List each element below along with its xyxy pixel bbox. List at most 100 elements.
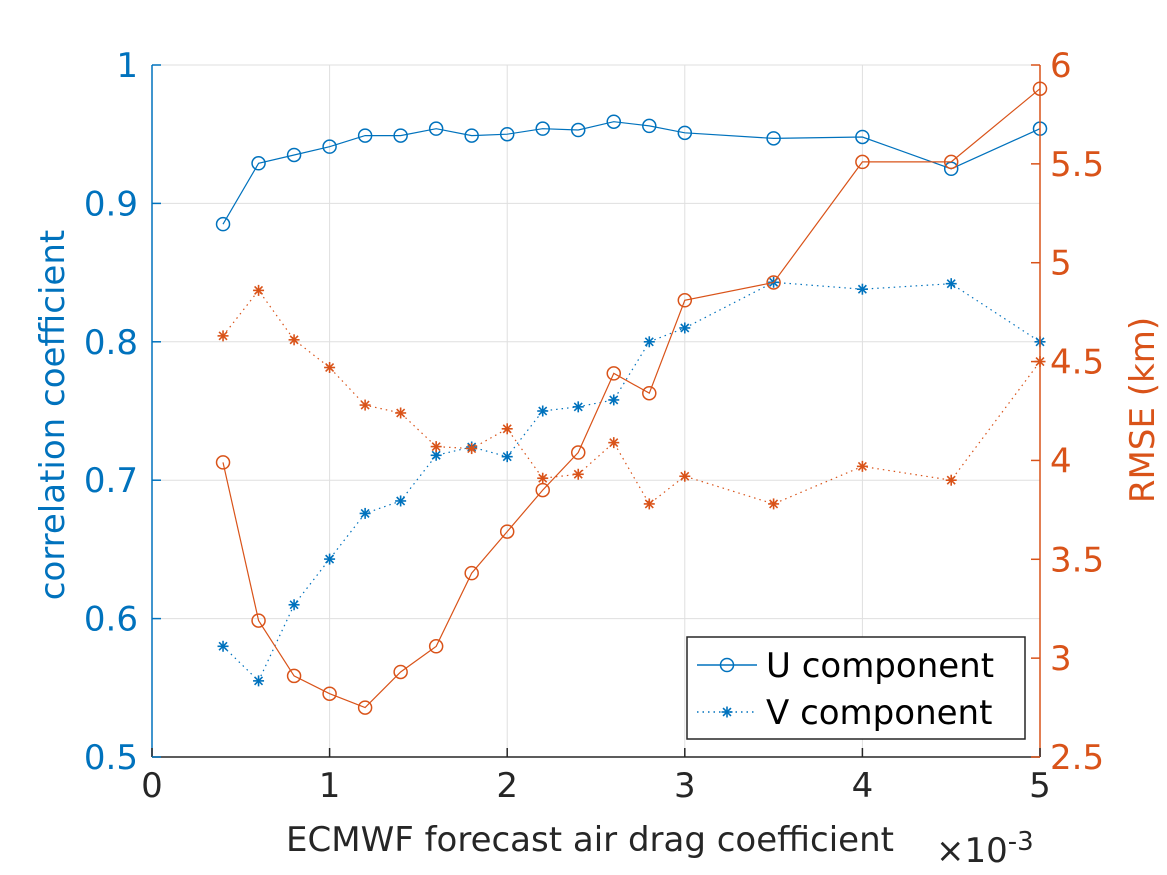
y-right-axis-label: RMSE (km) xyxy=(1123,317,1163,503)
tick-labels: 0 1 2 3 4 5 0.5 0.6 0.7 0.8 0.9 1 2.5 3 3.5 4 4.5 5 5.5 6 xyxy=(84,46,1104,806)
series-v-rmse xyxy=(217,284,1046,510)
point-u-corr-13 xyxy=(677,125,693,141)
point-v-rmse-12-stroke-3 xyxy=(644,499,654,509)
point-v-corr-2 xyxy=(288,599,300,611)
series-line-v-rmse xyxy=(222,289,1041,505)
point-v-corr-11-stroke-3 xyxy=(609,395,619,405)
point-v-corr-10 xyxy=(572,401,584,413)
point-v-corr-1 xyxy=(253,675,265,687)
point-v-rmse-12 xyxy=(643,498,655,510)
legend-label-u: U component xyxy=(766,646,994,686)
point-v-rmse-5 xyxy=(395,407,407,419)
point-u-rmse-4 xyxy=(357,700,373,715)
point-v-corr-6-stroke-3 xyxy=(431,450,441,460)
point-v-corr-3-stroke-3 xyxy=(325,554,335,564)
point-u-rmse-5 xyxy=(393,664,408,680)
point-v-corr-8-stroke-3 xyxy=(502,452,512,462)
y-left-tick-label-4: 0.9 xyxy=(84,184,138,224)
point-v-corr-9 xyxy=(537,405,549,417)
point-v-corr-1-stroke-3 xyxy=(254,676,264,686)
x-tick-label-5: 5 xyxy=(1029,766,1051,806)
point-v-corr-10-stroke-3 xyxy=(573,402,583,412)
point-v-rmse-14 xyxy=(768,498,780,510)
point-v-corr-16-stroke-3 xyxy=(946,279,956,289)
point-u-corr-2 xyxy=(286,147,302,163)
point-u-corr-4 xyxy=(357,128,373,143)
y-right-tick-label-6: 5.5 xyxy=(1050,145,1104,185)
point-v-corr-15 xyxy=(856,283,868,295)
y-right-tick-label-4: 4.5 xyxy=(1050,343,1104,383)
legend: U component V component xyxy=(686,636,1026,740)
point-v-rmse-15-stroke-3 xyxy=(857,461,867,471)
point-v-rmse-2 xyxy=(288,334,300,346)
axes xyxy=(151,64,1041,758)
point-u-rmse-16 xyxy=(943,154,959,170)
point-u-corr-3 xyxy=(322,139,337,154)
point-v-corr-16 xyxy=(945,278,957,290)
point-u-corr-7 xyxy=(464,128,479,143)
point-u-rmse-2 xyxy=(286,668,302,684)
point-v-corr-3 xyxy=(324,553,336,565)
point-v-rmse-9 xyxy=(537,472,549,484)
point-v-rmse-0-stroke-3 xyxy=(218,331,228,341)
x-tick-label-3: 3 xyxy=(674,766,696,806)
point-u-corr-11 xyxy=(606,114,622,129)
point-v-rmse-16 xyxy=(945,474,957,486)
point-u-corr-10 xyxy=(570,122,586,138)
legend-label-v: V component xyxy=(766,693,992,733)
point-u-corr-12 xyxy=(642,118,657,134)
point-v-rmse-16-stroke-3 xyxy=(946,475,956,485)
point-v-rmse-11-stroke-3 xyxy=(609,438,619,448)
point-v-corr-0-stroke-3 xyxy=(218,641,228,651)
point-v-rmse-3 xyxy=(324,362,336,374)
point-v-rmse-11 xyxy=(608,437,620,449)
x-axis-label: ECMWF forecast air drag coefficient xyxy=(286,820,894,860)
legend-marker-v-glyph-stroke-3 xyxy=(722,707,732,717)
point-v-rmse-8 xyxy=(501,423,513,435)
point-v-rmse-2-stroke-3 xyxy=(289,335,299,345)
point-v-corr-4-stroke-3 xyxy=(360,508,370,518)
point-v-rmse-1-stroke-3 xyxy=(254,285,264,295)
point-u-rmse-1 xyxy=(251,613,266,628)
point-u-rmse-10 xyxy=(570,445,586,460)
point-u-rmse-13 xyxy=(677,293,693,308)
point-v-rmse-10-stroke-3 xyxy=(573,469,583,479)
point-v-corr-0 xyxy=(217,640,229,652)
point-v-rmse-1 xyxy=(253,284,265,296)
point-v-corr-5 xyxy=(395,495,407,507)
point-u-corr-6 xyxy=(428,121,444,136)
point-u-rmse-3 xyxy=(322,686,337,701)
point-u-rmse-14 xyxy=(766,275,781,290)
point-v-rmse-7 xyxy=(466,443,478,455)
legend-marker-v-glyph xyxy=(721,706,733,718)
y-left-tick-label-5: 1 xyxy=(116,46,138,86)
point-u-rmse-7 xyxy=(464,565,479,581)
x-tick-label-0: 0 xyxy=(141,766,163,806)
y-right-tick-label-3: 4 xyxy=(1050,441,1072,481)
y-left-tick-label-0: 0.5 xyxy=(84,738,138,778)
legend-marker-v xyxy=(721,706,733,718)
legend-box xyxy=(686,636,1026,740)
point-u-rmse-6 xyxy=(428,639,444,654)
point-v-rmse-6 xyxy=(430,441,442,453)
series-line-v-corr xyxy=(222,281,1041,682)
point-v-rmse-13 xyxy=(679,470,691,482)
point-u-corr-14 xyxy=(766,131,781,146)
point-v-rmse-14-stroke-3 xyxy=(769,499,779,509)
point-v-rmse-9-stroke-3 xyxy=(538,473,548,483)
point-v-rmse-7-stroke-3 xyxy=(467,444,477,454)
point-v-rmse-15 xyxy=(856,460,868,472)
x-tick-label-2: 2 xyxy=(496,766,518,806)
y-right-tick-label-7: 6 xyxy=(1050,46,1072,86)
point-v-corr-6 xyxy=(430,449,442,461)
point-u-corr-8 xyxy=(499,126,515,142)
point-u-rmse-11 xyxy=(606,366,622,381)
x-tick-label-1: 1 xyxy=(319,766,341,806)
point-v-rmse-4-stroke-3 xyxy=(360,400,370,410)
y-right-tick-label-2: 3.5 xyxy=(1050,540,1104,580)
point-v-rmse-10 xyxy=(572,468,584,480)
x-axis-exponent-power: -3 xyxy=(1008,827,1034,857)
point-u-corr-5 xyxy=(393,128,408,143)
